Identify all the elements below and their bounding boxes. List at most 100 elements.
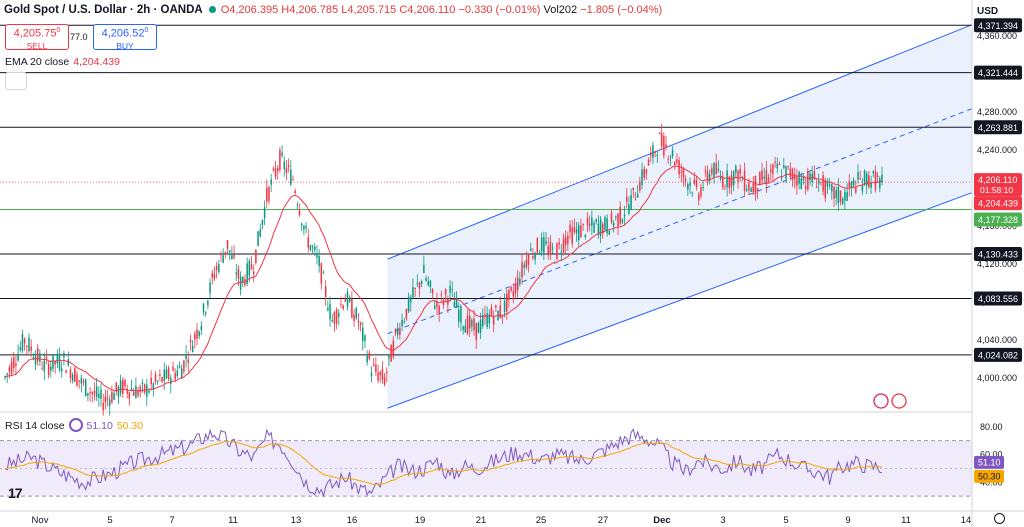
candle-body [647, 159, 650, 166]
candle-body [156, 381, 159, 383]
candle-body [460, 306, 462, 323]
symbol-title[interactable]: Gold Spot / U.S. Dollar · 2h · OANDA [4, 4, 203, 16]
candle-body [562, 238, 565, 253]
candle-body [514, 284, 517, 294]
candle-body [508, 289, 510, 301]
level-label-box [974, 18, 1022, 33]
candle-body [750, 188, 752, 192]
buy-price: 4,206.52 [101, 27, 145, 40]
candle-body [338, 312, 340, 317]
candle-body [523, 264, 525, 268]
candle-body [348, 297, 351, 302]
candle-body [673, 162, 676, 166]
rsi-ma-line [4, 440, 883, 485]
candle-body [804, 186, 807, 189]
candle-body [451, 288, 453, 290]
candle-body [362, 327, 364, 342]
candle-body [835, 190, 837, 198]
candle-body [98, 393, 100, 398]
rsi-settings-icon[interactable] [68, 418, 83, 432]
candle-body [872, 171, 875, 173]
candle-body [669, 157, 672, 159]
candle-body [715, 163, 717, 174]
candle-body [213, 274, 216, 279]
candle-body [756, 188, 759, 192]
candle-body [582, 223, 584, 225]
candle-body [540, 237, 543, 252]
candle-body [250, 264, 253, 270]
currency-label[interactable]: USD [977, 6, 999, 17]
time-tick-label: 11 [228, 515, 238, 526]
ema-20-line [4, 165, 883, 392]
candle-body [855, 187, 857, 193]
candle-body [730, 175, 733, 187]
candle-body [43, 360, 46, 372]
candle-body [379, 371, 381, 376]
price-tick-label: 4,360.000 [977, 31, 1017, 41]
tradingview-logo[interactable]: 17 [8, 485, 23, 501]
candle-body [874, 171, 877, 190]
candle-body [322, 272, 325, 274]
candle-body [58, 355, 61, 370]
ema-legend[interactable]: EMA 20 close 4,204.439 [5, 56, 120, 68]
level-label: 4,263.881 [978, 123, 1018, 133]
candle-body [6, 373, 8, 375]
candle-body [26, 345, 28, 347]
candle-body [711, 168, 713, 174]
candle-body [331, 320, 334, 322]
candle-body [359, 322, 362, 325]
candle-body [774, 161, 776, 163]
time-tick-label: 13 [291, 515, 302, 526]
candle-body [261, 220, 264, 225]
candle-body [440, 294, 443, 296]
candle-body [783, 165, 785, 168]
candle-body [388, 354, 390, 359]
candle-body [634, 199, 637, 201]
candle-body [91, 391, 94, 395]
candle-body [861, 184, 864, 192]
candle-body [798, 171, 800, 184]
candle-body [625, 196, 628, 202]
rsi-pane [0, 427, 972, 498]
candle-body [700, 187, 702, 197]
timezone-clock-icon[interactable] [994, 513, 1005, 524]
candle-body [228, 250, 231, 253]
candle-body [296, 204, 299, 206]
candle-body [204, 312, 207, 314]
collapse-indicators-button[interactable] [5, 72, 27, 90]
candle-body [32, 357, 35, 360]
candle-body [355, 308, 357, 319]
candle-body [126, 388, 128, 394]
candle-body [119, 380, 122, 393]
candle-body [34, 356, 37, 365]
candle-body [846, 192, 848, 201]
candle-body [767, 177, 770, 182]
candle-body [311, 246, 314, 248]
candle-body [636, 193, 639, 198]
candle-body [163, 369, 166, 381]
candle-body [414, 287, 416, 289]
candle-body [549, 241, 552, 255]
candle-body [490, 307, 493, 317]
channel-start-edge [387, 259, 389, 411]
candle-body [619, 206, 621, 224]
candle-body [259, 229, 262, 237]
candle-body [4, 376, 6, 378]
candle-body [538, 252, 541, 255]
buy-button[interactable]: 4,206.520 BUY [93, 24, 157, 51]
rsi-legend[interactable]: RSI 14 close 51.10 50.30 [5, 418, 143, 432]
time-tick-label: 5 [107, 515, 112, 526]
price-tick-label: 4,240.000 [977, 145, 1017, 155]
candle-body [580, 225, 582, 238]
candle-body [462, 326, 464, 330]
sell-button[interactable]: 4,205.750 SELL [5, 24, 69, 51]
candle-body [318, 256, 320, 267]
candle-body [850, 182, 853, 188]
candle-body [543, 237, 545, 253]
candle-body [606, 218, 608, 234]
candle-body [521, 262, 523, 278]
candle-body [255, 249, 257, 264]
candle-body [780, 177, 783, 179]
sell-label: SELL [26, 40, 48, 51]
